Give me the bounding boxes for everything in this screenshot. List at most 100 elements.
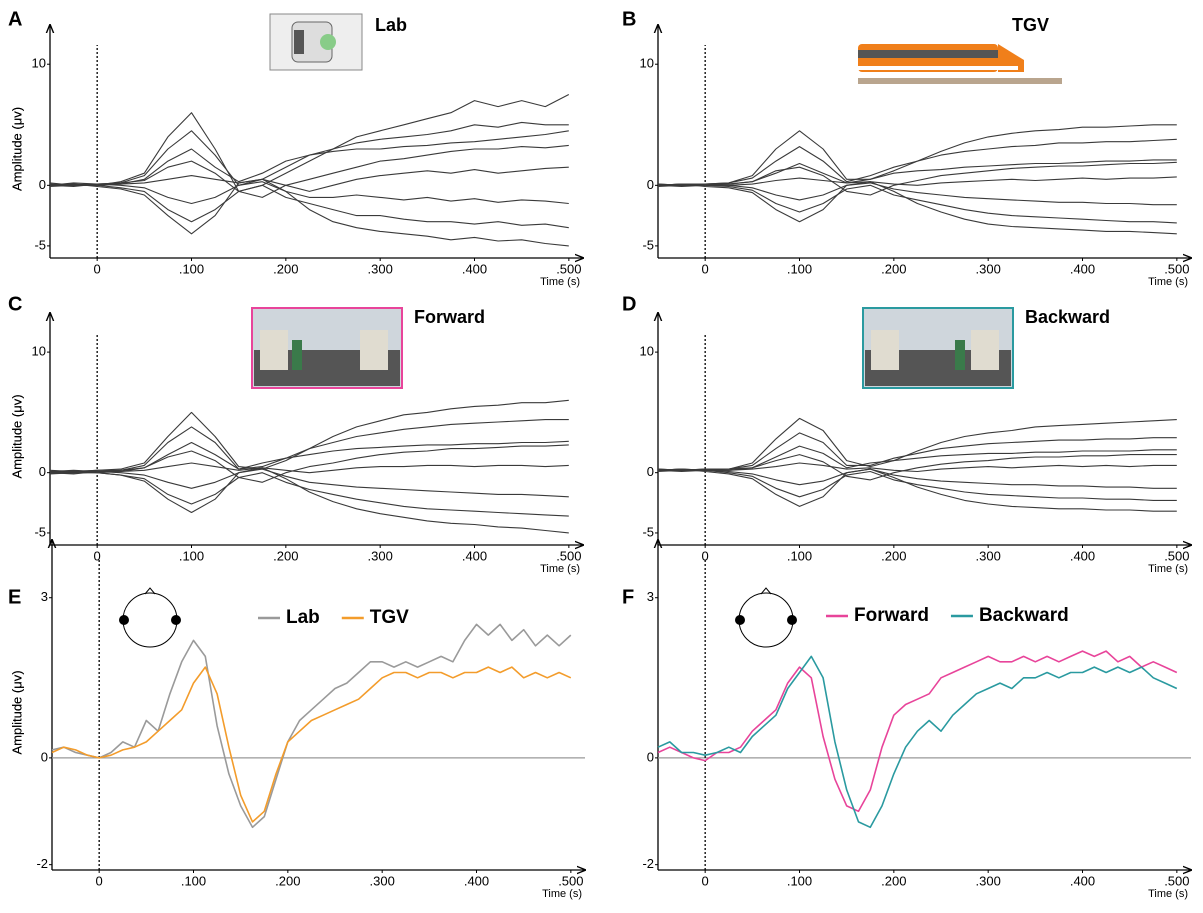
series-line (51, 623, 572, 829)
x-tick-label: 0 (702, 873, 709, 888)
trace (657, 417, 1177, 471)
x-tick-label: .500 (558, 873, 583, 888)
x-tick-label: .100 (787, 873, 812, 888)
panel-title: Lab (375, 15, 407, 35)
trace (50, 144, 569, 198)
panel-letter: B (622, 8, 636, 30)
y-axis-label: Amplitude (μv) (9, 670, 24, 754)
x-tick-label: 0 (94, 261, 101, 276)
x-axis-label: Time (s) (542, 888, 582, 900)
x-axis-label: Time (s) (540, 276, 580, 288)
trace (657, 184, 1177, 224)
trace (657, 469, 1177, 501)
trace (49, 94, 570, 192)
y-tick-label: 0 (41, 749, 48, 764)
x-tick-label: .400 (462, 261, 487, 276)
panel-letter: C (8, 293, 22, 315)
trace (657, 468, 1177, 512)
x-tick-label: .300 (368, 261, 393, 276)
trace (49, 130, 569, 186)
x-tick-label: .200 (881, 548, 906, 563)
head-icon (119, 587, 181, 648)
y-axis-label: Amplitude (μv) (9, 107, 24, 191)
trace (657, 138, 1177, 186)
x-tick-label: .300 (370, 873, 395, 888)
forward-icon (251, 307, 403, 389)
x-tick-label: .400 (1070, 873, 1095, 888)
x-tick-label: .200 (273, 548, 298, 563)
y-tick-label: 10 (640, 56, 654, 71)
x-tick-label: 0 (702, 261, 709, 276)
x-tick-label: .100 (179, 261, 204, 276)
trace (657, 468, 1177, 489)
panel-letter: D (622, 293, 636, 315)
x-tick-label: .500 (1164, 548, 1189, 563)
panel-letter: F (622, 586, 634, 608)
panel-title: Backward (1025, 307, 1110, 327)
x-tick-label: .500 (1164, 261, 1189, 276)
y-tick-label: -5 (642, 237, 654, 252)
y-tick-label: 0 (647, 177, 654, 192)
y-axis-label: Amplitude (μv) (9, 394, 24, 478)
trace (658, 161, 1177, 196)
backward-icon (862, 307, 1014, 389)
x-tick-label: 0 (96, 873, 103, 888)
y-tick-label: -5 (34, 237, 46, 252)
x-tick-label: .300 (976, 548, 1001, 563)
trace (49, 181, 569, 205)
x-axis-label: Time (s) (1148, 563, 1188, 575)
x-tick-label: .400 (1070, 548, 1095, 563)
trace (657, 124, 1177, 186)
legend-label: Forward (854, 605, 929, 626)
panel-title: TGV (1012, 15, 1049, 35)
y-tick-label: -2 (642, 856, 654, 871)
trace (49, 178, 569, 247)
x-tick-label: .500 (556, 548, 581, 563)
y-axis-label: Amplitude (μv) (9, 107, 24, 191)
trace (49, 472, 569, 517)
x-tick-label: .500 (1164, 873, 1189, 888)
trace (657, 432, 1177, 471)
x-tick-label: 0 (702, 548, 709, 563)
y-tick-label: 10 (32, 56, 46, 71)
panel-letter: E (8, 586, 21, 608)
y-tick-label: 3 (41, 589, 48, 604)
x-tick-label: .400 (1070, 261, 1095, 276)
x-tick-label: .100 (181, 873, 206, 888)
trace (49, 468, 569, 498)
series-line (657, 655, 1178, 829)
y-axis-label: Amplitude (μv) (9, 670, 24, 754)
panel-letter: A (8, 8, 22, 30)
y-tick-label: 0 (647, 749, 654, 764)
head-icon (735, 587, 797, 648)
y-tick-label: -2 (36, 856, 48, 871)
x-tick-label: .100 (787, 548, 812, 563)
x-tick-label: .100 (179, 548, 204, 563)
y-tick-label: 10 (32, 344, 46, 359)
trace (657, 176, 1177, 186)
trace (49, 399, 569, 474)
legend-label: Lab (286, 607, 320, 628)
train-icon (858, 44, 1062, 84)
trace (49, 419, 569, 473)
y-tick-label: 0 (39, 464, 46, 479)
trace (657, 182, 1177, 206)
x-tick-label: .500 (556, 261, 581, 276)
y-tick-label: 0 (647, 464, 654, 479)
x-axis-label: Time (s) (540, 563, 580, 575)
y-tick-label: -5 (642, 524, 654, 539)
y-tick-label: 0 (39, 177, 46, 192)
trace (49, 166, 569, 192)
y-axis-label: Amplitude (μv) (9, 394, 24, 478)
x-tick-label: .200 (275, 873, 300, 888)
x-tick-label: .300 (368, 548, 393, 563)
trace (49, 121, 569, 186)
x-tick-label: 0 (94, 548, 101, 563)
trace (50, 444, 569, 483)
panel-title: Forward (414, 307, 485, 327)
series-line (51, 666, 572, 823)
x-tick-label: .100 (787, 261, 812, 276)
trace (657, 181, 1177, 235)
trace (49, 462, 569, 474)
